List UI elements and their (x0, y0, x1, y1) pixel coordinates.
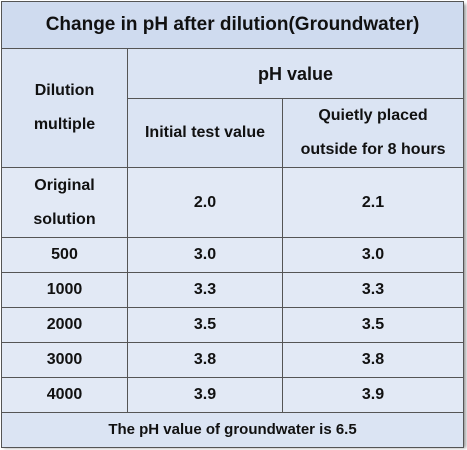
table-row: 2000 3.5 3.5 (1, 307, 465, 343)
value-cell: 3.5 (127, 307, 283, 343)
value-cell: 3.0 (127, 237, 283, 273)
row-label: Original solution (1, 167, 128, 238)
header-text: Dilution (34, 82, 95, 99)
table-footer: The pH value of groundwater is 6.5 (0, 412, 465, 448)
value-cell: 2.0 (127, 167, 283, 238)
value-cell: 3.0 (281, 237, 465, 273)
header-cell: Quietly placed outside for 8 hours (281, 98, 465, 168)
row-label: 1000 (1, 272, 128, 308)
header-text: Quietly placed (318, 107, 428, 124)
header-cell: Dilution multiple (1, 48, 128, 168)
header-cell: Initial test value (127, 98, 283, 168)
value-cell: 3.9 (127, 377, 283, 413)
value-cell: 3.3 (127, 272, 283, 308)
row-label: 2000 (1, 307, 128, 343)
header-cell: pH value (126, 48, 465, 99)
table-row: 3000 3.8 3.8 (1, 342, 465, 378)
cell-text: solution (33, 210, 96, 228)
value-cell: 3.8 (281, 342, 465, 378)
value-cell: 3.8 (127, 342, 283, 378)
value-cell: 3.3 (281, 272, 465, 308)
table-title: Change in pH after dilution(Groundwater) (0, 1, 465, 49)
value-cell: 3.5 (281, 307, 465, 343)
value-cell: 2.1 (281, 167, 465, 238)
cell-text: Original (34, 176, 95, 194)
header-text: outside for 8 hours (300, 141, 446, 158)
table-row: 4000 3.9 3.9 (1, 377, 465, 413)
table-body: Original solution 2.0 2.1 500 3.0 3.0 1000 3.3 3.… (1, 167, 465, 413)
row-label: 4000 (1, 377, 128, 413)
row-label: 500 (1, 237, 128, 273)
row-label: 3000 (1, 342, 128, 378)
header-text: multiple (33, 116, 96, 133)
table-row: 1000 3.3 3.3 (1, 272, 465, 308)
table-row: 500 3.0 3.0 (1, 237, 465, 273)
table-row: Original solution 2.0 2.1 (1, 167, 465, 238)
value-cell: 3.9 (281, 377, 465, 413)
